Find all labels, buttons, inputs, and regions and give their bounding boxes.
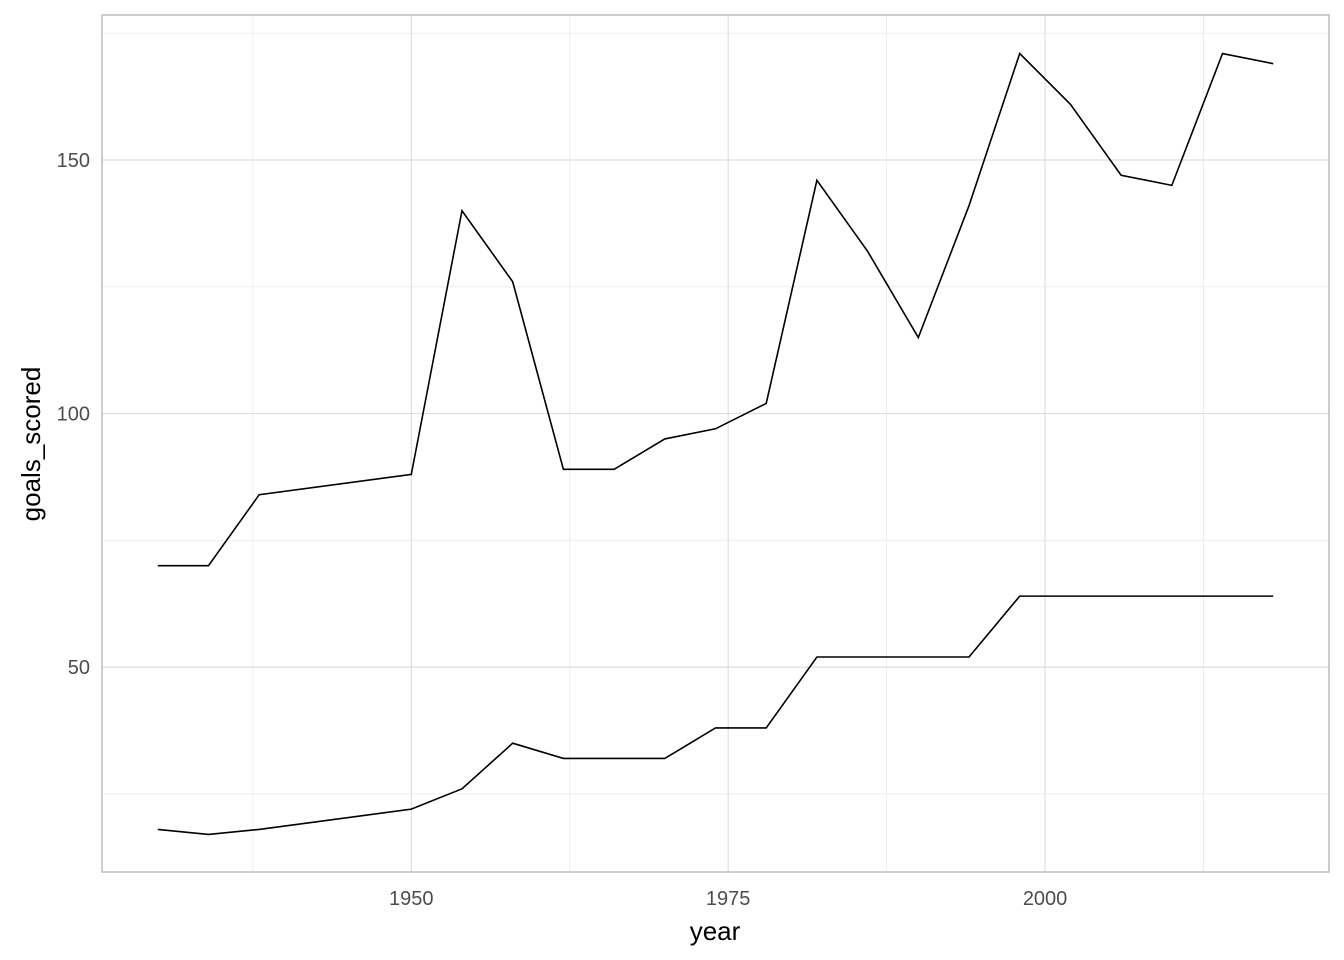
- line: [157, 595, 1274, 836]
- y-axis-title: goals_scored: [16, 367, 46, 522]
- y-tick-label: 150: [57, 150, 90, 172]
- y-tick-label: 100: [57, 404, 90, 426]
- line: [157, 52, 1274, 567]
- x-tick-label: 1975: [706, 888, 751, 910]
- x-tick-label: 2000: [1023, 888, 1068, 910]
- x-tick-label: 1950: [389, 888, 434, 910]
- y-tick-label: 50: [68, 657, 90, 679]
- panel-border: [101, 14, 1330, 873]
- x-axis-title: year: [690, 916, 741, 946]
